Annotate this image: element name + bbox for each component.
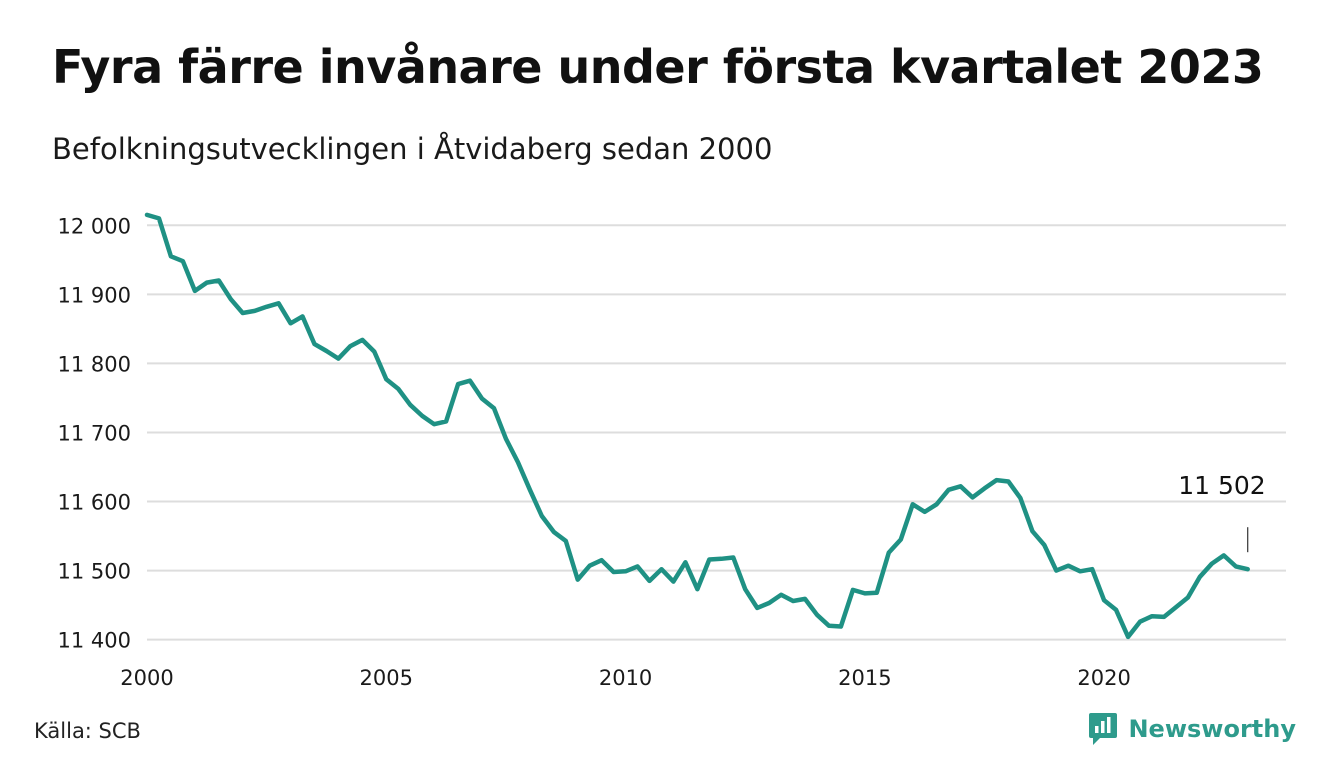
- series-layer: [144, 212, 1250, 640]
- chart-title: Fyra färre invånare under första kvartal…: [52, 40, 1264, 94]
- newsworthy-logo-icon: [1089, 713, 1118, 745]
- brand-logo[interactable]: Newsworthy: [1088, 712, 1296, 746]
- y-tick-label: 11 500: [58, 560, 131, 584]
- x-tick-label: 2005: [360, 666, 413, 690]
- x-axis-ticks: 2000 2005 2010 2015 2020: [120, 666, 1131, 690]
- source-note: Källa: SCB: [34, 719, 141, 743]
- chart-subtitle: Befolkningsutvecklingen i Åtvidaberg sed…: [52, 132, 773, 166]
- x-tick-label: 2020: [1077, 666, 1130, 690]
- series-line: [144, 212, 1250, 640]
- line-chart: 11 400 11 500 11 600 11 700 11 800 11 900 12 0…: [58, 212, 1286, 690]
- y-tick-label: 11 600: [58, 491, 131, 515]
- y-tick-label: 12 000: [58, 214, 131, 238]
- x-tick-label: 2010: [599, 666, 652, 690]
- y-tick-label: 11 800: [58, 352, 131, 376]
- y-tick-label: 11 400: [58, 629, 131, 653]
- y-tick-label: 11 700: [58, 421, 131, 445]
- gridlines: [147, 224, 1286, 641]
- brand-name: Newsworthy: [1128, 715, 1296, 743]
- y-tick-label: 11 900: [58, 283, 131, 307]
- annotation-layer: 11 502: [1178, 471, 1266, 553]
- y-axis-ticks: 11 400 11 500 11 600 11 700 11 800 11 900 12 0…: [58, 214, 131, 652]
- annotation-label: 11 502: [1178, 471, 1265, 500]
- x-tick-label: 2000: [120, 666, 173, 690]
- x-tick-label: 2015: [838, 666, 891, 690]
